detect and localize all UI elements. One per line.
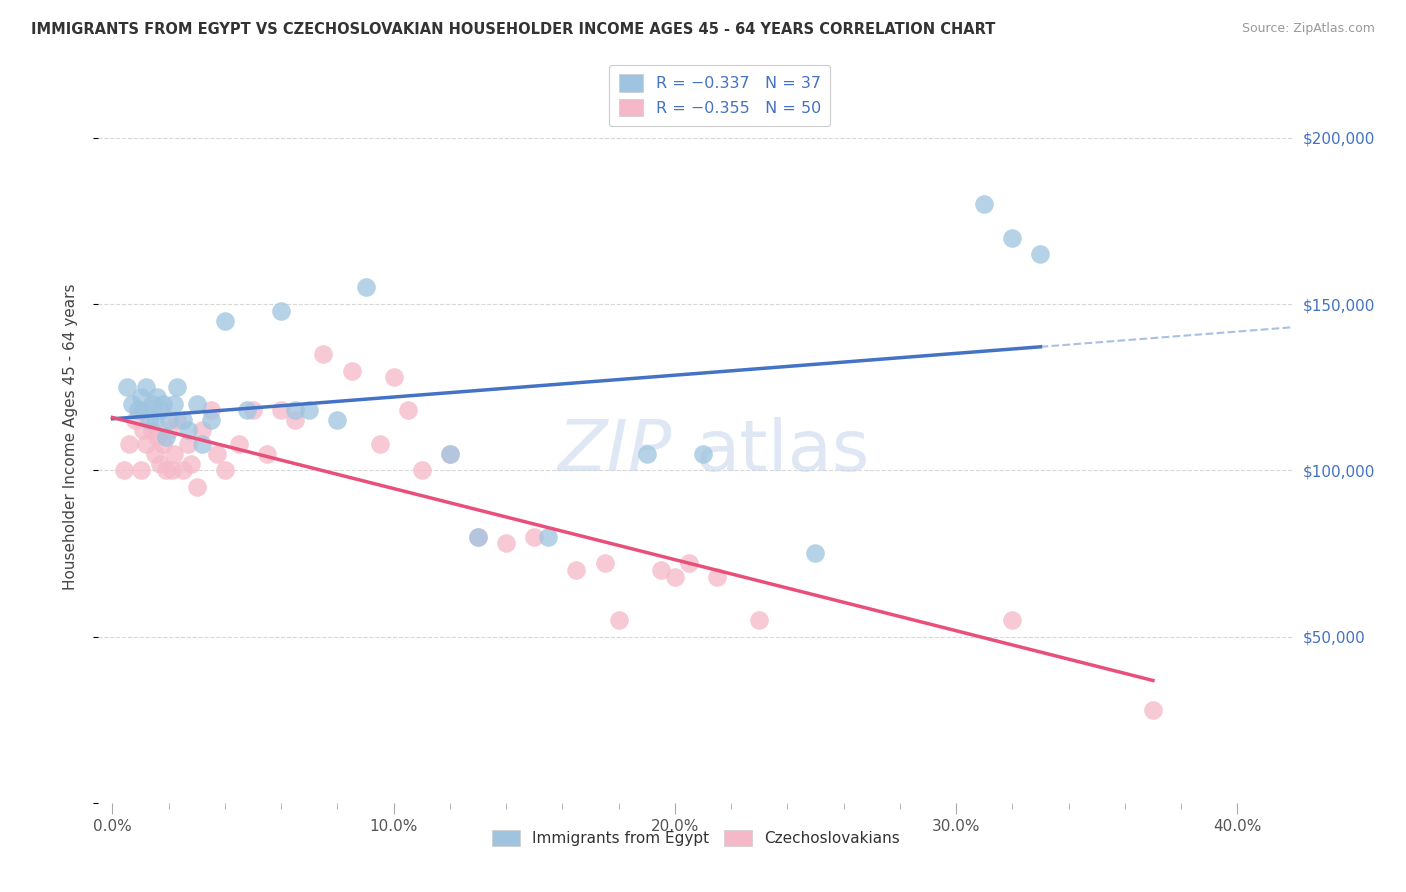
Point [340, 363, 363, 377]
Point [163, 397, 186, 411]
Point [200, 413, 222, 427]
Text: Source: ZipAtlas.com: Source: ZipAtlas.com [1241, 22, 1375, 36]
Point [177, 424, 200, 438]
Point [748, 613, 770, 627]
Point [804, 546, 827, 560]
Point [467, 530, 489, 544]
Point [141, 397, 163, 411]
Point [129, 390, 152, 404]
Point [270, 403, 292, 417]
Point [135, 436, 157, 450]
Point [664, 570, 686, 584]
Point [284, 403, 307, 417]
Point [166, 413, 188, 427]
Point [172, 463, 194, 477]
Point [141, 424, 163, 438]
Point [143, 447, 166, 461]
Point [157, 413, 180, 427]
Point [650, 563, 672, 577]
Point [236, 403, 259, 417]
Point [149, 457, 172, 471]
Point [127, 403, 149, 417]
Point [186, 480, 208, 494]
Point [118, 436, 141, 450]
Point [191, 424, 214, 438]
Point [607, 613, 630, 627]
Point [163, 447, 186, 461]
Point [112, 463, 135, 477]
Point [439, 447, 461, 461]
Point [172, 413, 194, 427]
Point [467, 530, 489, 544]
Point [143, 413, 166, 427]
Text: IMMIGRANTS FROM EGYPT VS CZECHOSLOVAKIAN HOUSEHOLDER INCOME AGES 45 - 64 YEARS C: IMMIGRANTS FROM EGYPT VS CZECHOSLOVAKIAN… [31, 22, 995, 37]
Point [138, 403, 160, 417]
Point [135, 380, 157, 394]
Point [180, 457, 202, 471]
Point [166, 380, 188, 394]
Legend: Immigrants from Egypt, Czechoslovakians: Immigrants from Egypt, Czechoslovakians [492, 830, 900, 847]
Point [132, 403, 155, 417]
Point [132, 424, 155, 438]
Point [242, 403, 264, 417]
Point [326, 413, 349, 427]
Point [155, 430, 177, 444]
Point [214, 314, 236, 328]
Point [411, 463, 433, 477]
Point [439, 447, 461, 461]
Point [706, 570, 728, 584]
Point [155, 463, 177, 477]
Point [1001, 230, 1024, 244]
Point [1029, 247, 1052, 261]
Point [298, 403, 321, 417]
Y-axis label: Householder Income Ages 45 - 64 years: Householder Income Ages 45 - 64 years [63, 284, 77, 591]
Point [270, 303, 292, 318]
Point [205, 447, 228, 461]
Point [186, 397, 208, 411]
Point [256, 447, 278, 461]
Point [115, 380, 138, 394]
Point [495, 536, 517, 550]
Point [1001, 613, 1024, 627]
Point [678, 557, 700, 571]
Text: ZIP: ZIP [558, 417, 672, 486]
Point [537, 530, 560, 544]
Point [368, 436, 391, 450]
Point [157, 424, 180, 438]
Point [382, 370, 405, 384]
Point [593, 557, 616, 571]
Point [146, 430, 169, 444]
Point [129, 463, 152, 477]
Point [138, 413, 160, 427]
Point [636, 447, 658, 461]
Text: atlas: atlas [696, 417, 870, 486]
Point [121, 397, 143, 411]
Point [523, 530, 546, 544]
Point [214, 463, 236, 477]
Point [124, 413, 146, 427]
Point [160, 463, 183, 477]
Point [312, 347, 335, 361]
Point [396, 403, 419, 417]
Point [146, 390, 169, 404]
Point [152, 397, 174, 411]
Point [200, 403, 222, 417]
Point [228, 436, 250, 450]
Point [692, 447, 714, 461]
Point [565, 563, 588, 577]
Point [191, 436, 214, 450]
Point [152, 436, 174, 450]
Point [1142, 703, 1164, 717]
Point [973, 197, 995, 211]
Point [177, 436, 200, 450]
Point [149, 403, 172, 417]
Point [354, 280, 377, 294]
Point [284, 413, 307, 427]
